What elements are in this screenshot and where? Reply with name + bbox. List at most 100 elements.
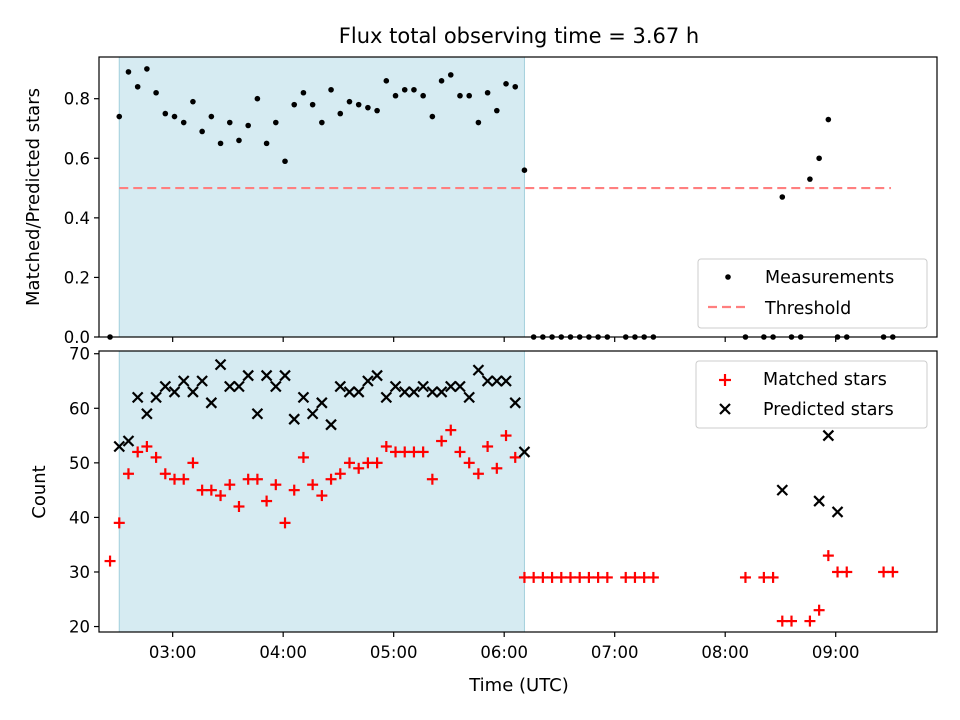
predicted-star-point-6 — [168, 386, 181, 398]
matched-star-point-70 — [887, 566, 899, 578]
measurement-point-24 — [328, 86, 334, 93]
bottom-x-tick-label-3: 06:00 — [480, 643, 528, 662]
matched-star-point-22 — [307, 479, 319, 491]
matched-star-point-62 — [776, 615, 788, 627]
bottom-x-tick-label-0: 03:00 — [149, 643, 197, 662]
legend-measurements-marker — [725, 274, 731, 280]
predicted-star-point-17 — [270, 380, 282, 393]
predicted-star-point-48 — [831, 506, 844, 518]
matched-star-point-35 — [426, 473, 438, 485]
measurement-point-67 — [825, 116, 832, 123]
matched-star-point-31 — [390, 446, 402, 458]
matched-star-point-47 — [537, 571, 549, 583]
matched-star-point-42 — [491, 462, 503, 474]
matched-star-point-55 — [620, 571, 632, 583]
bottom-axes-frame — [98, 350, 938, 633]
predicted-stars-points — [113, 358, 844, 518]
predicted-star-point-44 — [518, 446, 531, 458]
predicted-star-point-15 — [251, 407, 264, 420]
matched-star-point-38 — [454, 446, 466, 458]
legend-matched-label: Matched stars — [763, 370, 887, 390]
bottom-y-ticks: 20 30 40 50 60 70 — [69, 345, 99, 637]
matched-star-point-44 — [509, 451, 521, 463]
matched-star-point-49 — [555, 571, 567, 583]
chart-title: Flux total observing time = 3.67 h — [339, 24, 699, 48]
matched-star-point-19 — [279, 517, 291, 529]
bottom-y-tick-label-5: 70 — [69, 345, 90, 364]
predicted-star-point-22 — [316, 397, 328, 409]
top-y-ticks: 0.0 0.2 0.4 0.6 0.8 — [64, 90, 99, 347]
measurement-point-30 — [383, 78, 390, 84]
measurement-point-29 — [374, 107, 380, 114]
predicted-star-point-28 — [371, 369, 383, 382]
matched-star-point-14 — [233, 501, 245, 513]
matched-star-point-33 — [408, 446, 420, 458]
predicted-star-point-11 — [214, 358, 227, 371]
matched-star-point-40 — [472, 468, 484, 480]
matched-star-point-10 — [196, 484, 208, 496]
measurement-point-43 — [503, 81, 509, 87]
measurement-point-37 — [447, 72, 454, 78]
matched-star-point-61 — [767, 571, 779, 583]
measurement-point-41 — [484, 89, 491, 96]
matched-star-point-32 — [399, 446, 411, 458]
matched-star-point-48 — [546, 571, 558, 583]
top-y-tick-label-2: 0.4 — [64, 209, 90, 228]
x-axis-label: Time (UTC) — [468, 675, 569, 696]
matched-star-point-58 — [647, 571, 659, 583]
predicted-star-point-47 — [822, 429, 835, 442]
measurement-point-23 — [319, 119, 325, 126]
matched-star-point-24 — [325, 473, 337, 485]
predicted-star-point-7 — [177, 375, 190, 387]
measurement-point-17 — [263, 140, 270, 147]
top-observing-span — [118, 56, 525, 338]
matched-star-point-45 — [518, 571, 530, 583]
matched-star-point-13 — [224, 479, 236, 491]
predicted-star-point-30 — [389, 380, 402, 393]
measurement-point-7 — [171, 113, 178, 120]
predicted-star-point-35 — [435, 386, 448, 398]
matched-star-point-37 — [445, 424, 457, 436]
measurement-point-40 — [475, 119, 482, 126]
measurement-point-13 — [226, 119, 233, 126]
matched-star-point-65 — [813, 604, 825, 616]
matched-star-point-54 — [601, 571, 613, 583]
bottom-x-tick-label-6: 09:00 — [812, 643, 860, 662]
predicted-star-point-21 — [306, 407, 319, 420]
predicted-star-point-1 — [122, 435, 135, 447]
top-panel: 0.00.20.40.60.8 Matched/Predicted stars … — [23, 56, 938, 347]
matched-star-point-68 — [841, 566, 853, 578]
matched-star-point-27 — [353, 462, 365, 474]
top-axes-frame — [98, 56, 938, 338]
predicted-star-point-39 — [472, 364, 485, 376]
top-y-tick-label-1: 0.2 — [64, 268, 90, 287]
bottom-y-tick-label-2: 40 — [69, 508, 90, 527]
bottom-legend: Matched stars Predicted stars — [695, 360, 928, 429]
measurement-point-18 — [273, 119, 279, 126]
measurement-point-33 — [411, 86, 417, 93]
measurement-point-45 — [521, 167, 528, 173]
bottom-x-tick-label-2: 05:00 — [370, 643, 418, 662]
matched-star-point-36 — [436, 435, 448, 447]
predicted-star-point-36 — [444, 380, 457, 393]
matched-star-point-59 — [739, 571, 751, 583]
matched-star-point-63 — [786, 615, 798, 627]
matched-star-point-56 — [629, 571, 641, 583]
matched-star-point-51 — [574, 571, 586, 583]
predicted-star-point-33 — [417, 380, 429, 393]
top-y-tick-label-0: 0.0 — [64, 328, 90, 347]
matched-star-point-29 — [371, 457, 383, 469]
matched-star-point-41 — [482, 440, 494, 452]
predicted-star-point-5 — [159, 380, 172, 393]
top-y-axis-label: Matched/Predicted stars — [23, 88, 44, 306]
matched-star-point-25 — [334, 468, 346, 480]
matched-star-point-6 — [159, 468, 171, 480]
predicted-star-point-34 — [426, 386, 439, 398]
measurement-point-36 — [438, 78, 445, 84]
measurement-point-42 — [494, 107, 500, 114]
measurement-point-34 — [420, 92, 426, 99]
predicted-star-point-12 — [223, 380, 236, 393]
matched-star-point-2 — [122, 468, 134, 480]
predicted-star-point-31 — [398, 386, 411, 398]
top-y-tick-label-3: 0.6 — [64, 149, 90, 168]
